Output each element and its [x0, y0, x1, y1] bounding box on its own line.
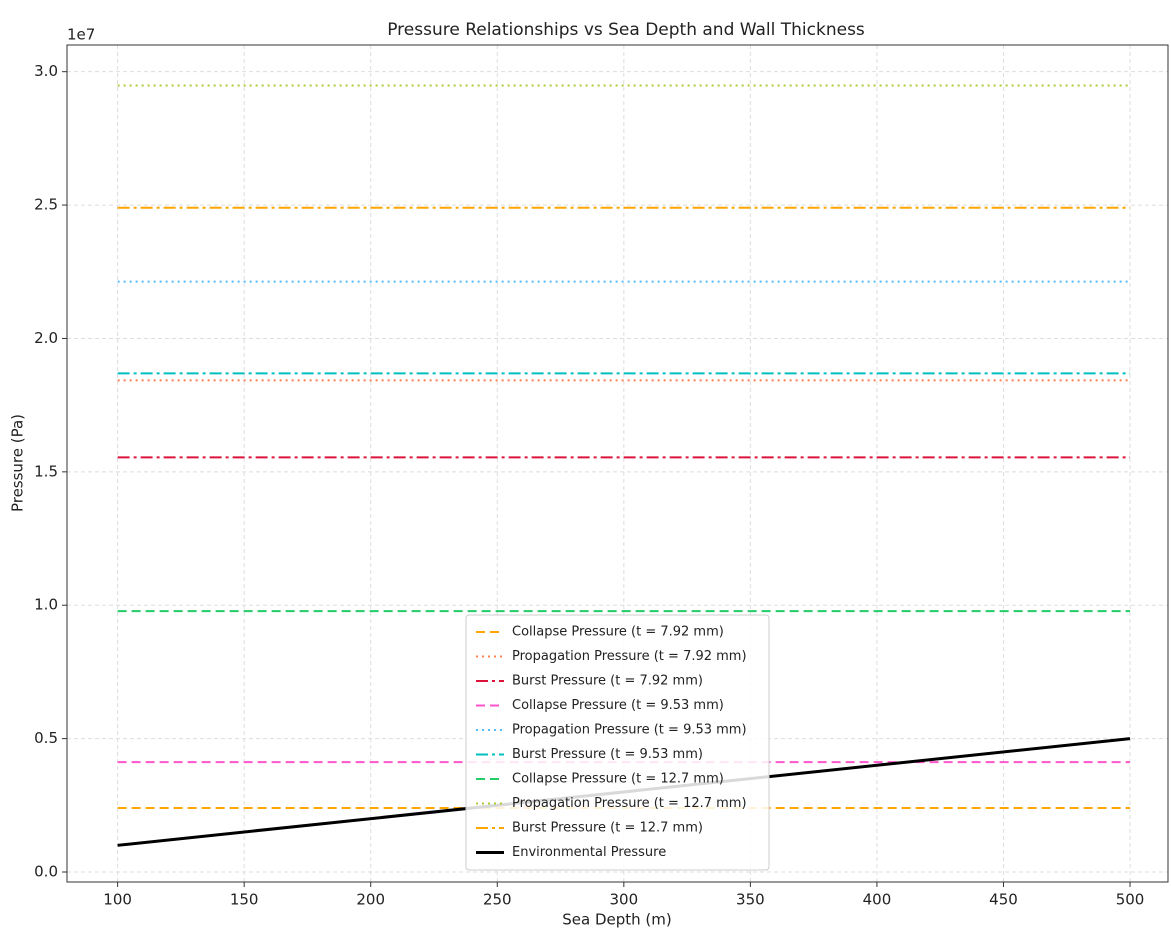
y-tick-label: 2.0: [34, 329, 58, 347]
x-tick-label: 100: [103, 891, 132, 909]
legend: Collapse Pressure (t = 7.92 mm) Propagati…: [465, 614, 770, 871]
legend-label: Burst Pressure (t = 7.92 mm): [512, 674, 703, 689]
x-tick-label: 350: [736, 891, 765, 909]
x-axis-label: Sea Depth (m): [562, 911, 671, 929]
y-tick-label: 1.0: [34, 596, 58, 614]
legend-label: Propagation Pressure (t = 9.53 mm): [512, 723, 747, 738]
x-tick-label: 250: [483, 891, 512, 909]
y-tick-label: 0.0: [34, 862, 58, 880]
legend-label: Propagation Pressure (t = 7.92 mm): [512, 649, 747, 664]
y-axis-label: Pressure (Pa): [9, 414, 27, 512]
x-tick-label: 200: [356, 891, 385, 909]
legend-label: Collapse Pressure (t = 12.7 mm): [512, 772, 724, 787]
legend-label: Burst Pressure (t = 12.7 mm): [512, 821, 703, 836]
chart-title: Pressure Relationships vs Sea Depth and …: [387, 20, 865, 40]
y-tick-label: 3.0: [34, 62, 58, 80]
legend-box: [465, 614, 770, 871]
x-tick-label: 450: [989, 891, 1018, 909]
legend-label: Collapse Pressure (t = 7.92 mm): [512, 625, 724, 640]
legend-label: Environmental Pressure: [512, 845, 666, 860]
legend-label: Collapse Pressure (t = 9.53 mm): [512, 698, 724, 713]
y-offset-label: 1e7: [67, 26, 95, 44]
plot-frame: [66, 44, 1169, 883]
x-tick-label: 400: [863, 891, 892, 909]
y-tick-label: 2.5: [34, 196, 58, 214]
x-tick-label: 300: [610, 891, 639, 909]
legend-label: Propagation Pressure (t = 12.7 mm): [512, 796, 747, 811]
x-tick-label: 500: [1116, 891, 1145, 909]
y-tick-label: 0.5: [34, 729, 58, 747]
x-tick-label: 150: [230, 891, 259, 909]
legend-label: Burst Pressure (t = 9.53 mm): [512, 747, 703, 762]
y-tick-label: 1.5: [34, 462, 58, 480]
